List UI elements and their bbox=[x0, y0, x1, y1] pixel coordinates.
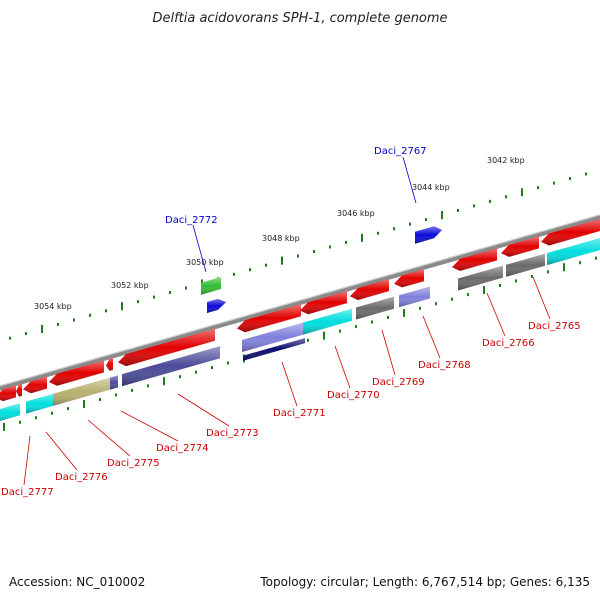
gene-label: Daci_2767 bbox=[374, 146, 427, 157]
gene-arrow-shade bbox=[243, 338, 305, 361]
gene-leader-line bbox=[120, 410, 179, 442]
gene-arrow-shade bbox=[415, 226, 442, 244]
gene-arrow-shade bbox=[242, 322, 305, 352]
gene-arrow-shade bbox=[458, 265, 503, 291]
gene-arrow-shade bbox=[300, 291, 347, 315]
gene-arrow-shade bbox=[237, 304, 301, 333]
gene-label: Daci_2765 bbox=[528, 321, 581, 332]
gene-arrow-shade bbox=[0, 403, 20, 421]
gene-arrow-shade bbox=[350, 279, 389, 300]
gene-leader-line bbox=[281, 361, 298, 407]
scale-label: 3050 kbp bbox=[186, 258, 224, 267]
gene-leader-line bbox=[486, 292, 506, 337]
gene-leader-line bbox=[192, 224, 207, 273]
gene-label: Daci_2775 bbox=[107, 458, 160, 469]
gene-leader-line bbox=[402, 156, 417, 204]
gene-arrow-shade bbox=[122, 346, 220, 387]
gene-arrow-shade bbox=[16, 383, 22, 397]
gene-label: Daci_2770 bbox=[327, 390, 380, 401]
gene-arrow-shade bbox=[26, 393, 53, 414]
gene-label: Daci_2773 bbox=[206, 428, 259, 439]
gene-arrow-shade bbox=[506, 253, 545, 277]
gene-features bbox=[0, 219, 600, 421]
accession-text: Accession: NC_010002 bbox=[9, 575, 145, 589]
scale-label: 3044 kbp bbox=[412, 183, 450, 192]
scale-label: 3048 kbp bbox=[262, 234, 300, 243]
gene-label: Daci_2774 bbox=[156, 443, 209, 454]
gene-arrow-shade bbox=[118, 328, 215, 367]
gene-leader-line bbox=[422, 315, 441, 359]
gene-label: Daci_2766 bbox=[482, 338, 535, 349]
scale-label: 3054 kbp bbox=[34, 302, 72, 311]
gene-arrow-shade bbox=[303, 308, 352, 335]
genome-backbone bbox=[0, 214, 600, 391]
gene-leader-line bbox=[87, 419, 131, 457]
gene-arrow-shade bbox=[399, 286, 430, 308]
gene-arrow-shade bbox=[53, 377, 110, 406]
gene-arrow-shade bbox=[452, 248, 497, 271]
gene-leader-line bbox=[532, 276, 551, 320]
gene-arrow-shade bbox=[110, 375, 118, 390]
scale-label: 3052 kbp bbox=[111, 281, 149, 290]
gene-arrow-shade bbox=[106, 357, 113, 371]
scale-label: 3046 kbp bbox=[337, 209, 375, 218]
topology-text: Topology: circular; Length: 6,767,514 bp… bbox=[259, 575, 590, 589]
gene-label: Daci_2772 bbox=[165, 215, 218, 226]
backbone-line bbox=[0, 214, 600, 391]
gene-arrow-shade bbox=[356, 296, 394, 320]
gene-leader-line bbox=[334, 345, 351, 389]
gene-arrow-shade bbox=[23, 376, 47, 394]
gene-label: Daci_2769 bbox=[372, 377, 425, 388]
gene-arrow-shade bbox=[547, 238, 600, 266]
scale-labels: 3054 kbp 3052 kbp 3050 kbp 3048 kbp 3046 kbp… bbox=[34, 156, 525, 311]
scale-label: 3042 kbp bbox=[487, 156, 525, 165]
map-title: Delftia acidovorans SPH-1, complete geno… bbox=[152, 11, 447, 26]
gene-leader-line bbox=[23, 435, 31, 486]
gene-leader-line bbox=[177, 393, 230, 427]
gene-arrow-shade bbox=[0, 385, 16, 402]
gene-arrow-shade bbox=[541, 219, 600, 246]
backbone-highlight bbox=[0, 214, 600, 387]
gene-arrow-shade bbox=[201, 277, 221, 295]
gene-label: Daci_2768 bbox=[418, 360, 471, 371]
gene-arrow-shade bbox=[394, 269, 424, 288]
gene-label: Daci_2771 bbox=[273, 408, 326, 419]
gene-arrow-shade bbox=[49, 360, 104, 386]
gene-arrow-shade bbox=[501, 236, 539, 257]
gene-leader-line bbox=[45, 431, 78, 471]
gene-label: Daci_2776 bbox=[55, 472, 108, 483]
gene-label: Daci_2777 bbox=[1, 487, 54, 498]
gene-arrow-shade bbox=[207, 298, 226, 313]
gene-leader-line bbox=[381, 329, 396, 376]
